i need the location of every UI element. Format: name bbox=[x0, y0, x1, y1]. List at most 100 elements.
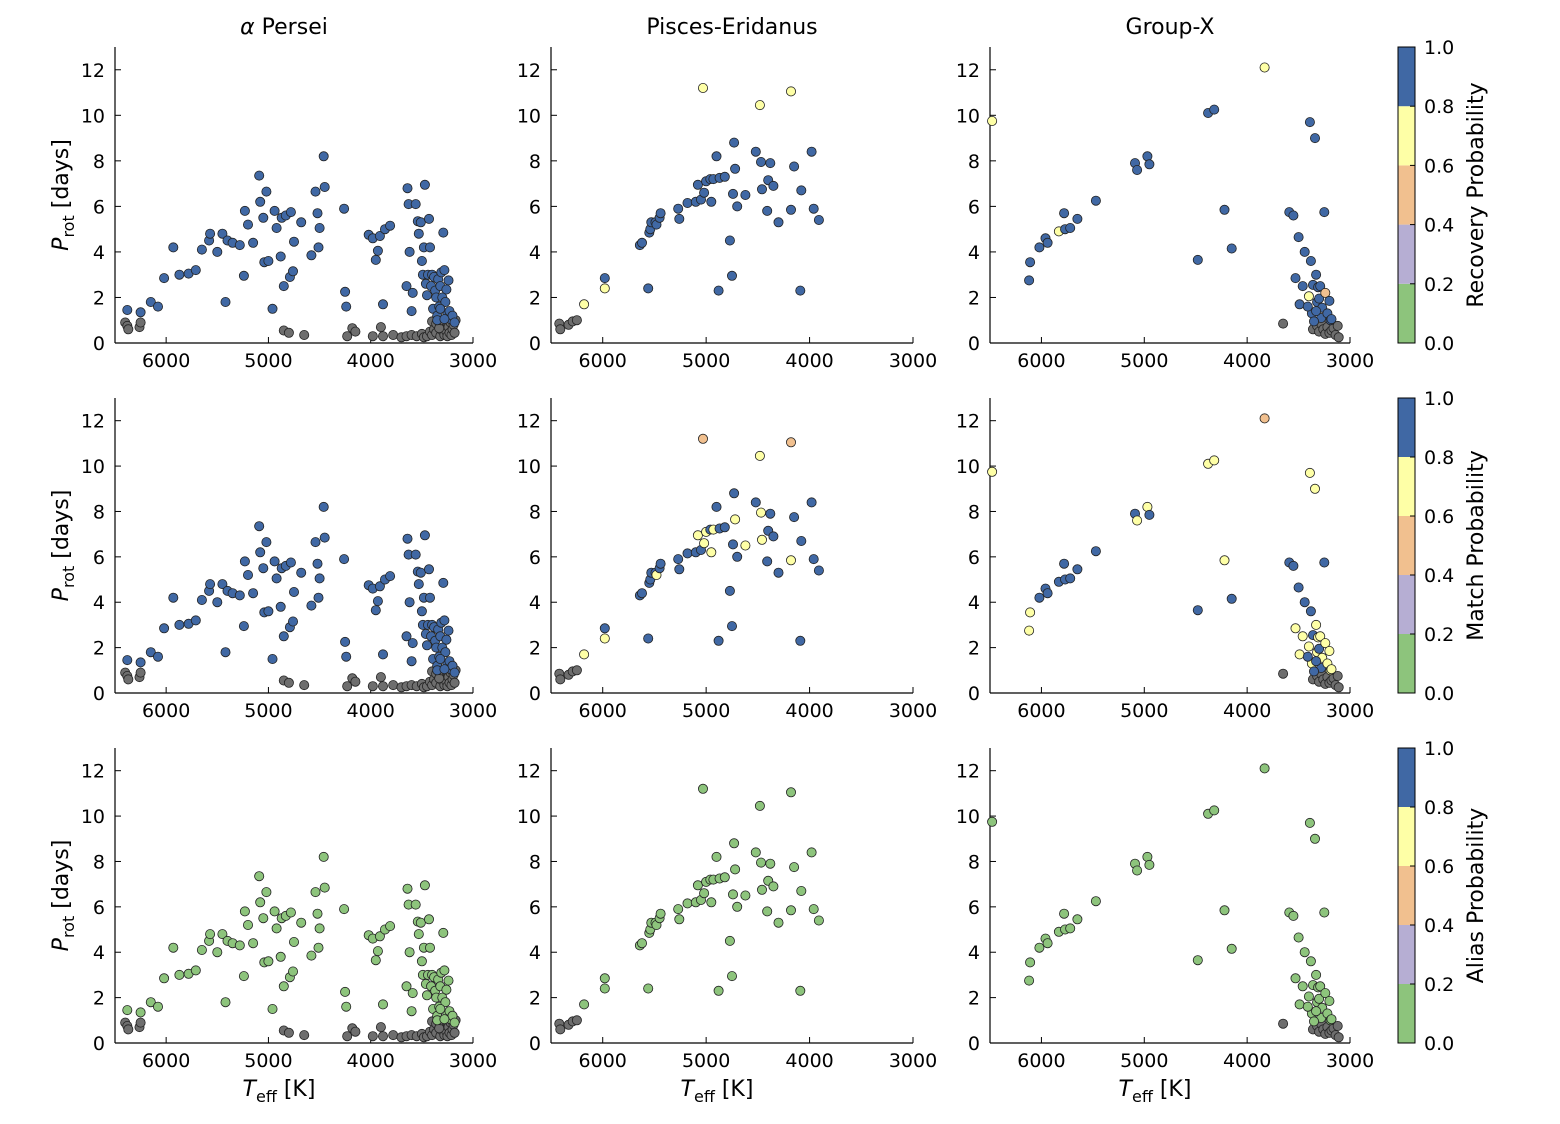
x-tick-label: 3000 bbox=[1326, 1050, 1374, 1072]
data-point-nonperiodic bbox=[1333, 682, 1344, 693]
y-tick-label: 4 bbox=[529, 242, 541, 264]
y-tick-label: 4 bbox=[968, 242, 980, 264]
colorbar-tick-label: 0.8 bbox=[1424, 447, 1454, 469]
data-point bbox=[234, 940, 245, 951]
data-point bbox=[441, 634, 452, 645]
data-point bbox=[377, 299, 388, 310]
data-point bbox=[1302, 1001, 1313, 1012]
y-tick-label: 12 bbox=[517, 411, 541, 433]
data-point bbox=[404, 246, 415, 257]
data-point bbox=[706, 547, 717, 558]
x-tick-label: 4000 bbox=[1223, 350, 1271, 372]
data-point bbox=[1305, 956, 1316, 967]
data-point bbox=[730, 514, 741, 525]
data-point bbox=[732, 901, 743, 912]
y-tick-label: 10 bbox=[81, 105, 105, 127]
data-point bbox=[673, 203, 684, 214]
data-point bbox=[174, 619, 185, 630]
data-point bbox=[1299, 246, 1310, 257]
x-tick-label: 3000 bbox=[449, 700, 497, 722]
data-point-nonperiodic bbox=[283, 327, 294, 338]
data-point bbox=[1288, 210, 1299, 221]
data-point bbox=[765, 858, 776, 869]
data-point bbox=[287, 616, 298, 627]
data-point-nonperiodic bbox=[123, 674, 134, 685]
y-tick-label: 2 bbox=[968, 287, 980, 309]
column-title-text: Group-X bbox=[1126, 15, 1215, 40]
data-point bbox=[1059, 558, 1070, 569]
data-point bbox=[340, 636, 351, 647]
data-point bbox=[269, 556, 280, 567]
data-point bbox=[1297, 981, 1308, 992]
data-point bbox=[750, 497, 761, 508]
y-tick-label: 10 bbox=[956, 105, 980, 127]
data-point bbox=[419, 179, 430, 190]
y-tick-label: 12 bbox=[956, 60, 980, 82]
data-point bbox=[449, 317, 460, 328]
y-tick-label: 8 bbox=[93, 851, 105, 873]
y-tick-label: 6 bbox=[529, 547, 541, 569]
colorbar-segment bbox=[1398, 398, 1415, 457]
x-tick-label: 3000 bbox=[1326, 350, 1374, 372]
data-point bbox=[724, 935, 735, 946]
data-point bbox=[729, 838, 740, 849]
data-point bbox=[407, 287, 418, 298]
data-point bbox=[239, 906, 250, 917]
data-point bbox=[401, 631, 412, 642]
data-point bbox=[339, 554, 350, 565]
data-point bbox=[385, 571, 396, 582]
y-tick-label: 0 bbox=[968, 1033, 980, 1055]
colorbar-frame bbox=[1397, 46, 1416, 344]
data-point bbox=[692, 179, 703, 190]
data-point bbox=[275, 601, 286, 612]
data-point bbox=[413, 929, 424, 940]
data-point bbox=[255, 547, 266, 558]
x-tick-label: 5000 bbox=[682, 700, 730, 722]
y-axis-label: Prot [days] bbox=[49, 490, 78, 602]
data-point bbox=[1310, 133, 1321, 144]
data-point bbox=[1192, 955, 1203, 966]
data-point bbox=[1293, 232, 1304, 243]
data-point-nonperiodic bbox=[123, 1024, 134, 1035]
data-point bbox=[159, 623, 170, 634]
y-tick-label: 6 bbox=[968, 547, 980, 569]
data-point bbox=[449, 667, 460, 678]
data-point bbox=[1219, 905, 1230, 916]
colorbar-segment bbox=[1398, 457, 1415, 516]
data-point-nonperiodic bbox=[555, 1024, 566, 1035]
data-point bbox=[416, 956, 427, 967]
x-axis-label: Teff [K] bbox=[1119, 1077, 1192, 1106]
data-point bbox=[261, 537, 272, 548]
y-tick-label: 12 bbox=[81, 411, 105, 433]
data-point bbox=[1324, 646, 1335, 657]
colorbar: 0.0 0.2 0.4 0.6 0.8 1.0 Alias Probability bbox=[1397, 738, 1489, 1055]
data-point bbox=[1314, 293, 1325, 304]
data-point-nonperiodic bbox=[350, 1026, 361, 1037]
x-tick-label: 6000 bbox=[142, 700, 190, 722]
data-point bbox=[288, 937, 299, 948]
data-point-nonperiodic bbox=[571, 1015, 582, 1026]
data-point bbox=[1293, 582, 1304, 593]
data-point bbox=[1315, 631, 1326, 642]
colorbar-tick-label: 1.0 bbox=[1424, 388, 1454, 410]
data-point bbox=[1226, 243, 1237, 254]
data-point bbox=[713, 285, 724, 296]
data-point bbox=[1326, 1014, 1337, 1025]
data-point bbox=[341, 651, 352, 662]
data-point bbox=[220, 296, 231, 307]
data-point bbox=[786, 86, 797, 97]
data-point bbox=[795, 985, 806, 996]
data-point bbox=[312, 908, 323, 919]
y-tick-label: 2 bbox=[93, 287, 105, 309]
data-point bbox=[1311, 969, 1322, 980]
colorbar-tick-label: 1.0 bbox=[1424, 738, 1454, 760]
data-point bbox=[579, 999, 590, 1010]
data-point bbox=[1319, 207, 1330, 218]
data-point bbox=[1072, 213, 1083, 224]
data-point bbox=[416, 606, 427, 617]
data-point bbox=[719, 872, 730, 883]
data-point bbox=[728, 889, 739, 900]
y-tick-label: 2 bbox=[529, 638, 541, 660]
data-point bbox=[1320, 287, 1331, 298]
x-tick-label: 6000 bbox=[142, 1050, 190, 1072]
